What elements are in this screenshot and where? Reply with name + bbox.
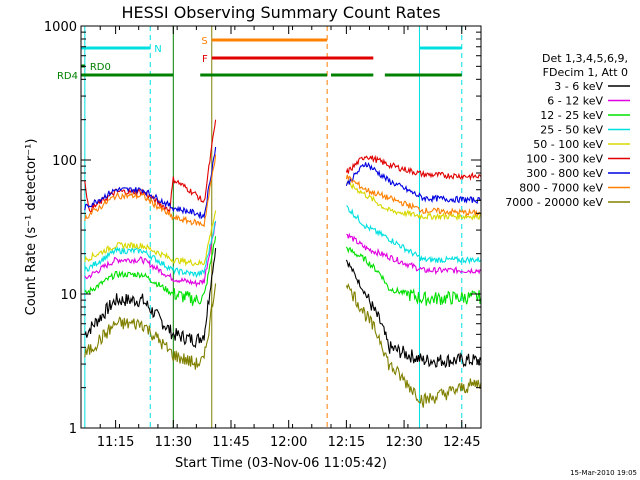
x-tick-label: 11:15 bbox=[97, 435, 134, 450]
flag-label: RD4 bbox=[57, 71, 78, 82]
x-tick-label: 12:45 bbox=[443, 435, 480, 450]
series-line bbox=[345, 154, 481, 182]
series-line bbox=[345, 282, 481, 408]
legend-label: 800 - 7000 keV bbox=[519, 182, 603, 195]
series-line bbox=[84, 220, 217, 279]
x-axis-label: Start Time (03-Nov-06 11:05:42) bbox=[175, 456, 387, 471]
flag-label: RD0 bbox=[90, 62, 111, 73]
legend-label: 50 - 100 keV bbox=[533, 138, 603, 151]
timestamp: 15-Mar-2010 19:05 bbox=[570, 469, 637, 477]
series-line bbox=[84, 248, 217, 349]
y-tick-label: 10 bbox=[60, 288, 77, 303]
legend-label: 12 - 25 keV bbox=[540, 109, 603, 122]
series-line bbox=[84, 283, 217, 370]
chart-title: HESSI Observing Summary Count Rates bbox=[121, 3, 440, 22]
x-tick-label: 11:45 bbox=[212, 435, 249, 450]
flag-label: F bbox=[202, 54, 208, 65]
legend-label: 3 - 6 keV bbox=[554, 80, 603, 93]
series-line bbox=[345, 162, 481, 204]
legend-header-line: Det 1,3,4,5,6,9, bbox=[542, 52, 628, 65]
x-axis: 11:15 11:30 11:45 12:00 12:15 12:30 12:45 bbox=[80, 26, 481, 450]
series-line bbox=[84, 146, 217, 220]
series-line bbox=[345, 246, 481, 306]
series-line bbox=[84, 236, 217, 306]
series-line bbox=[345, 174, 481, 217]
legend: Det 1,3,4,5,6,9,FDecim 1, Att 03 - 6 keV… bbox=[505, 52, 630, 209]
x-tick-label: 12:15 bbox=[328, 435, 365, 450]
series-line bbox=[346, 232, 481, 276]
legend-header-line: FDecim 1, Att 0 bbox=[543, 66, 628, 79]
x-tick-label: 12:00 bbox=[270, 435, 307, 450]
series-line bbox=[345, 180, 481, 222]
y-axis: 1 10 100 1000 bbox=[44, 20, 481, 437]
legend-label: 7000 - 20000 keV bbox=[505, 196, 603, 209]
y-tick-label: 1000 bbox=[44, 20, 77, 35]
y-tick-label: 100 bbox=[52, 154, 77, 169]
legend-label: 25 - 50 keV bbox=[540, 124, 603, 137]
series-line bbox=[84, 154, 217, 228]
legend-label: 6 - 12 keV bbox=[547, 95, 603, 108]
y-tick-label: 1 bbox=[69, 422, 77, 437]
legend-label: 300 - 800 keV bbox=[526, 167, 603, 180]
series-line bbox=[345, 259, 481, 369]
series-line bbox=[84, 210, 217, 267]
plot-frame bbox=[80, 25, 482, 429]
x-tick-label: 12:30 bbox=[385, 435, 422, 450]
y-axis-label: Count Rate (s⁻¹ detector⁻¹) bbox=[24, 139, 39, 316]
series-line bbox=[84, 221, 217, 288]
flag-label: S bbox=[201, 36, 207, 47]
series-line bbox=[84, 119, 217, 215]
flag-label: N bbox=[154, 44, 161, 55]
flag-bars: N SF RD0 RD4 bbox=[57, 36, 462, 82]
x-tick-label: 11:30 bbox=[155, 435, 192, 450]
series-group bbox=[84, 119, 481, 408]
legend-label: 100 - 300 keV bbox=[526, 153, 603, 166]
series-line bbox=[346, 205, 481, 265]
